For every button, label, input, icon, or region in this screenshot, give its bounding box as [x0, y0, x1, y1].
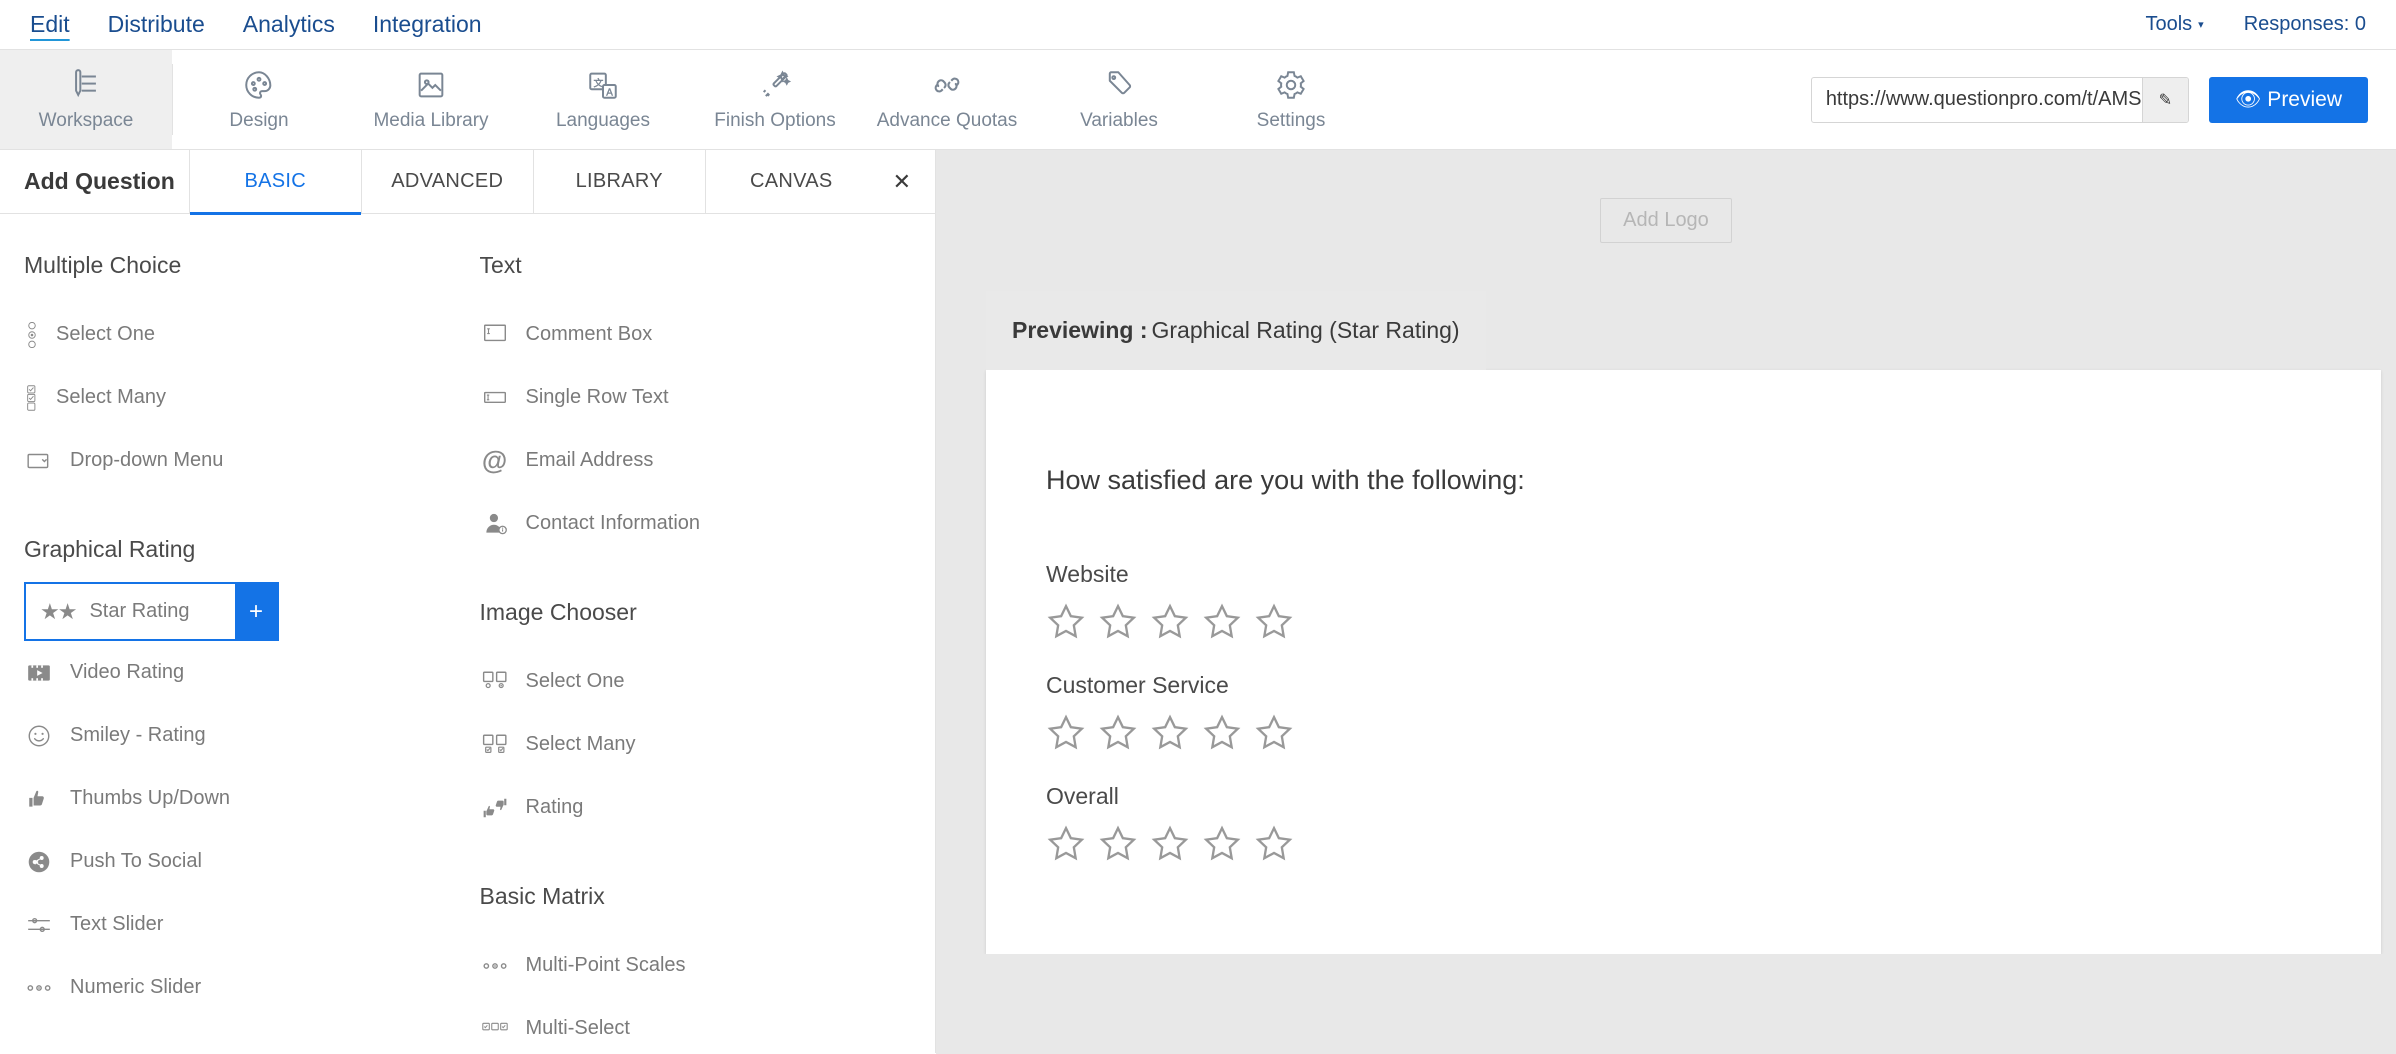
svg-text:A: A	[606, 87, 613, 98]
